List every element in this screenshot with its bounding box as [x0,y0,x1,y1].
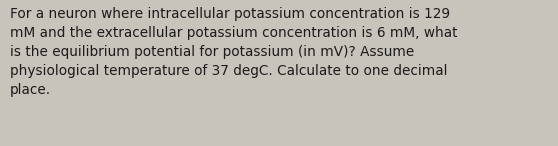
Text: For a neuron where intracellular potassium concentration is 129
mM and the extra: For a neuron where intracellular potassi… [10,7,458,97]
